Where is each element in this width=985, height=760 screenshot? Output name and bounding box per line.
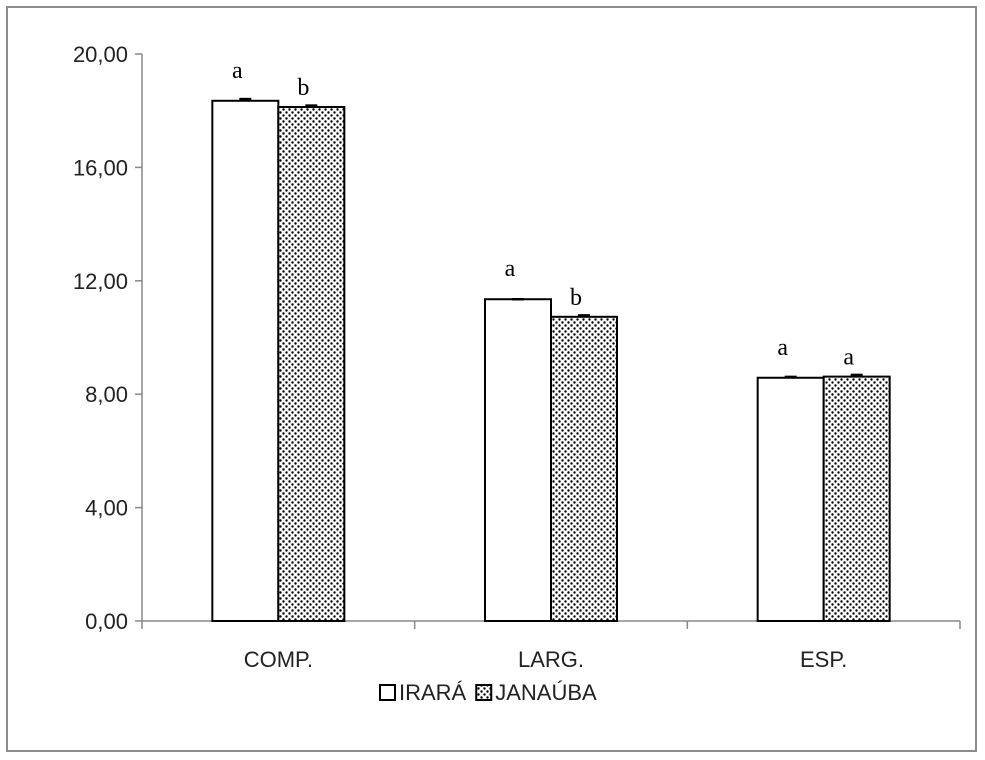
bar (278, 107, 344, 621)
legend-label: IRARÁ (399, 680, 467, 705)
legend: IRARÁ JANAÚBA (380, 680, 597, 705)
y-tick-label: 8,00 (85, 382, 128, 407)
significance-label: a (505, 256, 516, 282)
legend-label: JANAÚBA (495, 680, 597, 705)
significance-label: a (232, 58, 243, 84)
significance-label: b (570, 285, 582, 311)
x-tick-label: COMP. (244, 647, 313, 672)
significance-label: b (297, 75, 309, 101)
significance-label: a (843, 345, 854, 371)
bar (824, 377, 890, 621)
bar (758, 378, 824, 621)
y-tick-label: 20,00 (73, 42, 128, 67)
y-tick-label: 4,00 (85, 496, 128, 521)
bar (485, 299, 551, 621)
bars-layer (212, 99, 889, 621)
significance-label: a (777, 335, 788, 361)
y-tick-label: 16,00 (73, 155, 128, 180)
legend-swatch (476, 685, 491, 700)
y-tick-label: 12,00 (73, 269, 128, 294)
x-tick-label: LARG. (518, 647, 584, 672)
bar (551, 317, 617, 621)
x-tick-label: ESP. (800, 647, 847, 672)
bar (212, 101, 278, 621)
y-tick-label: 0,00 (85, 609, 128, 634)
legend-swatch (380, 685, 395, 700)
